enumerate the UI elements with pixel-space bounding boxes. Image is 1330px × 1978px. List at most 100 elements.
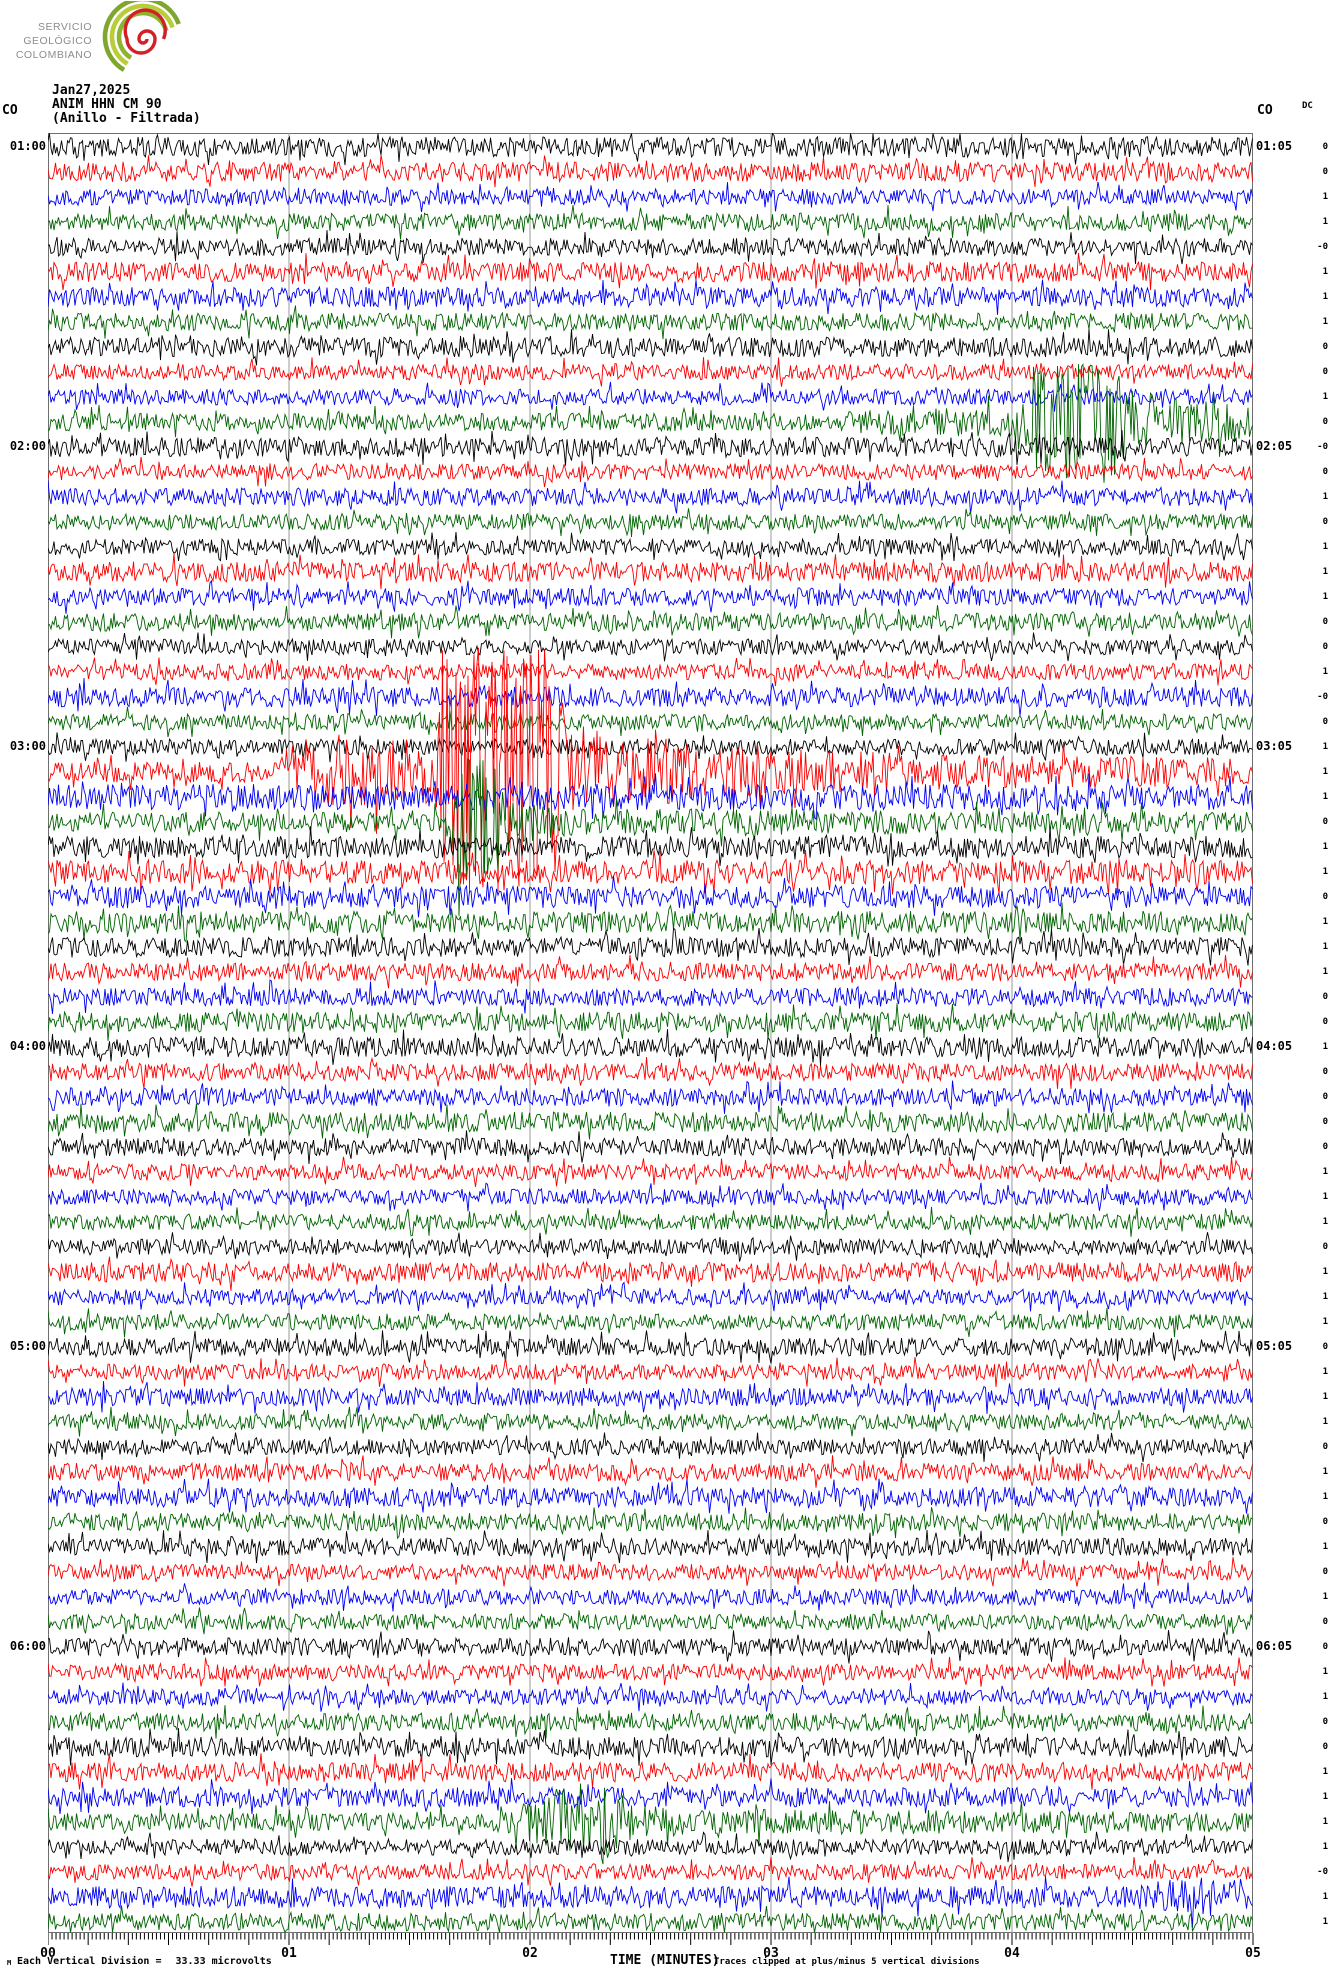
time-label-left-01:00: 01:00	[9, 139, 46, 153]
title-station: ANIM HHN CM 90	[52, 97, 162, 112]
dc-value-row-47: 1	[1322, 1317, 1328, 1327]
dc-value-row-42: 1	[1322, 1192, 1328, 1202]
corner-label-left: CO	[2, 103, 18, 118]
dc-value-row-8: 0	[1322, 342, 1328, 352]
trace-row-14	[48, 480, 1253, 514]
dc-value-row-45: 1	[1322, 1267, 1328, 1277]
dc-value-row-23: 0	[1322, 717, 1328, 727]
dc-value-row-35: 0	[1322, 1017, 1328, 1027]
dc-value-row-68: 1	[1322, 1842, 1328, 1852]
trace-row-9	[48, 357, 1253, 387]
trace-row-32	[48, 927, 1253, 966]
dc-value-row-56: 1	[1322, 1542, 1328, 1552]
trace-row-61	[48, 1656, 1253, 1687]
dc-value-row-29: 1	[1322, 867, 1328, 877]
trace-row-25	[48, 647, 1253, 894]
dc-value-row-30: 0	[1322, 892, 1328, 902]
dc-value-row-52: 0	[1322, 1442, 1328, 1452]
dc-value-row-14: 1	[1322, 492, 1328, 502]
footer-scale-value: 33.33 microvolts	[175, 1956, 272, 1967]
dc-value-row-37: 0	[1322, 1067, 1328, 1077]
trace-row-60	[48, 1630, 1253, 1664]
dc-value-row-15: 0	[1322, 517, 1328, 527]
trace-row-15	[48, 508, 1253, 538]
dc-value-row-0: 0	[1322, 142, 1328, 152]
trace-row-1	[48, 155, 1253, 188]
dc-column-header: DC	[1302, 101, 1313, 111]
trace-row-71	[48, 1905, 1253, 1933]
trace-row-23	[48, 706, 1253, 738]
dc-value-row-32: 1	[1322, 942, 1328, 952]
dc-value-row-4: -0	[1317, 242, 1328, 252]
trace-row-37	[48, 1056, 1253, 1089]
dc-value-row-43: 1	[1322, 1217, 1328, 1227]
seismogram-traces	[48, 133, 1253, 1933]
title-block: Jan27,2025 ANIM HHN CM 90 (Anillo - Filt…	[52, 84, 201, 126]
trace-row-65	[48, 1753, 1253, 1790]
trace-row-30	[48, 876, 1253, 918]
trace-row-69	[48, 1856, 1253, 1887]
trace-row-59	[48, 1607, 1253, 1636]
dc-value-row-67: 1	[1322, 1817, 1328, 1827]
dc-value-row-70: 1	[1322, 1892, 1328, 1902]
trace-row-58	[48, 1582, 1253, 1612]
trace-row-45	[48, 1256, 1253, 1291]
footer-scale-note: Each Vertical Division = 33.33 microvolts	[17, 1956, 272, 1967]
trace-row-11	[48, 363, 1253, 483]
dc-value-row-62: 1	[1322, 1692, 1328, 1702]
dc-value-row-71: 1	[1322, 1917, 1328, 1927]
x-tick-label-04: 04	[1004, 1946, 1020, 1961]
trace-row-18	[48, 579, 1253, 614]
trace-row-20	[48, 632, 1253, 662]
dc-value-row-46: 1	[1322, 1292, 1328, 1302]
time-label-right-02:05: 02:05	[1256, 439, 1293, 453]
trace-row-40	[48, 1130, 1253, 1165]
dc-value-row-12: -0	[1317, 442, 1328, 452]
dc-value-row-16: 1	[1322, 542, 1328, 552]
dc-value-row-21: 1	[1322, 667, 1328, 677]
title-date: Jan27,2025	[52, 83, 131, 98]
dc-value-row-63: 0	[1322, 1717, 1328, 1727]
trace-row-12	[48, 430, 1253, 466]
dc-value-row-36: 1	[1322, 1042, 1328, 1052]
trace-row-29	[48, 850, 1253, 895]
trace-row-53	[48, 1455, 1253, 1488]
time-label-right-05:05: 05:05	[1256, 1339, 1293, 1353]
dc-value-row-27: 0	[1322, 817, 1328, 827]
corner-label-right: CO	[1257, 103, 1273, 118]
dc-value-row-66: 1	[1322, 1792, 1328, 1802]
time-label-right-06:05: 06:05	[1256, 1639, 1293, 1653]
trace-row-47	[48, 1307, 1253, 1338]
dc-value-row-54: 1	[1322, 1492, 1328, 1502]
dc-value-row-25: 1	[1322, 767, 1328, 777]
dc-value-row-24: 1	[1322, 742, 1328, 752]
trace-row-55	[48, 1507, 1253, 1540]
time-label-right-04:05: 04:05	[1256, 1039, 1293, 1053]
trace-row-67	[48, 1783, 1253, 1865]
trace-row-42	[48, 1182, 1253, 1212]
brand-line-2: GEOLÓGICO	[23, 35, 92, 47]
dc-value-row-2: 1	[1322, 192, 1328, 202]
dc-value-row-13: 0	[1322, 467, 1328, 477]
trace-row-7	[48, 305, 1253, 340]
dc-value-row-60: 0	[1322, 1642, 1328, 1652]
footer-scale-text: Each Vertical Division =	[17, 1956, 162, 1967]
trace-row-39	[48, 1103, 1253, 1140]
trace-row-38	[48, 1080, 1253, 1114]
trace-row-2	[48, 181, 1253, 213]
dc-value-row-34: 0	[1322, 992, 1328, 1002]
trace-row-50	[48, 1381, 1253, 1414]
dc-value-row-39: 0	[1322, 1117, 1328, 1127]
dc-value-row-17: 1	[1322, 567, 1328, 577]
dc-value-row-53: 1	[1322, 1467, 1328, 1477]
dc-value-row-11: 0	[1322, 417, 1328, 427]
time-label-right-03:05: 03:05	[1256, 739, 1293, 753]
x-tick-label-05: 05	[1245, 1946, 1261, 1961]
trace-row-46	[48, 1281, 1253, 1312]
sgc-brand-text: SERVICIO GEOLÓGICO COLOMBIANO	[8, 20, 92, 62]
time-label-right-01:05: 01:05	[1256, 139, 1293, 153]
trace-row-28	[48, 826, 1253, 867]
dc-value-row-64: 0	[1322, 1742, 1328, 1752]
trace-row-56	[48, 1529, 1253, 1564]
dc-value-row-31: 1	[1322, 917, 1328, 927]
